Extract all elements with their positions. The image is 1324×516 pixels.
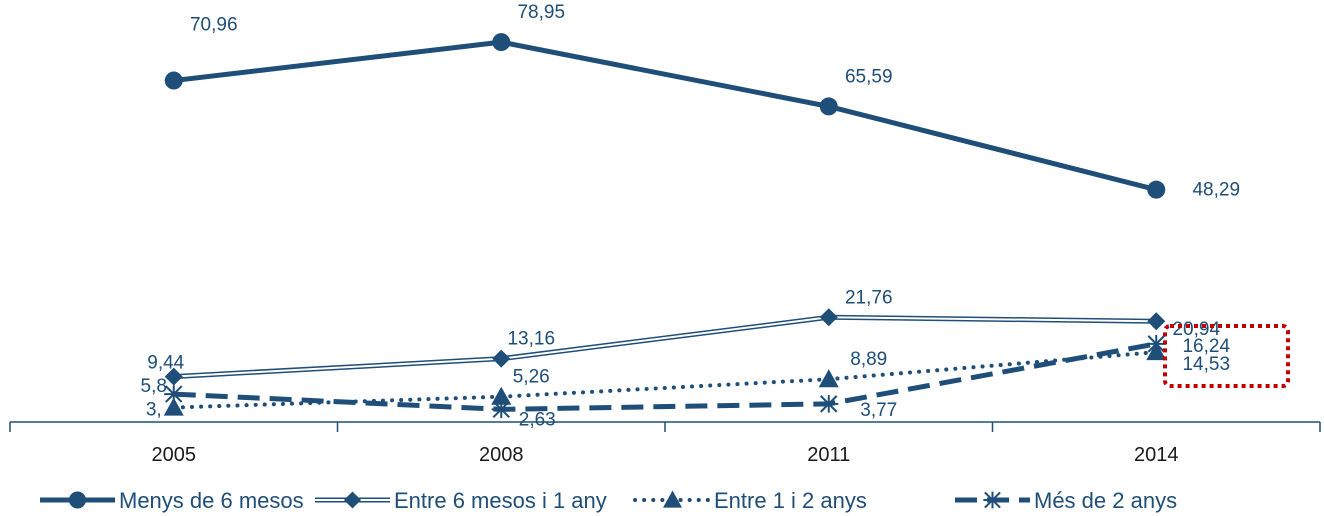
asterisk-marker [164, 385, 184, 403]
data-label: 2,63 [519, 409, 556, 430]
data-label: 13,16 [507, 329, 555, 350]
legend-label: Menys de 6 mesos [119, 488, 304, 513]
asterisk-marker [1146, 335, 1166, 353]
series-diamond [164, 308, 1166, 386]
data-label: 78,95 [517, 2, 565, 23]
legend: Menys de 6 mesos Entre 6 mesos i 1 any Ent… [40, 488, 1177, 513]
x-tick-label: 2011 [807, 444, 850, 466]
x-tick-label: 2005 [152, 444, 197, 466]
data-label: 48,29 [1192, 180, 1240, 201]
data-label: 9,44 [147, 353, 184, 374]
series-lines [163, 33, 1167, 419]
asterisk-marker [983, 491, 1002, 509]
series-line [173, 341, 1157, 412]
diamond-marker [343, 491, 362, 509]
diamond-marker [492, 349, 511, 368]
data-label: 5,8 [141, 376, 167, 397]
series-asterisk [164, 335, 1166, 419]
legend-item: Més de 2 anys [955, 488, 1177, 513]
legend-label: Entre 6 mesos i 1 any [394, 488, 607, 513]
series-line [173, 39, 1157, 193]
data-label: 16,24 [1182, 336, 1230, 357]
legend-label: Més de 2 anys [1034, 488, 1177, 513]
x-tick-label: 2014 [1134, 444, 1179, 466]
data-label: 8,89 [850, 349, 887, 370]
data-label: 21,76 [845, 287, 893, 308]
data-label: 70,96 [190, 15, 238, 36]
diamond-marker [164, 367, 183, 386]
series-circle [164, 33, 1166, 199]
diamond-marker [819, 308, 838, 327]
data-label: 20,94 [1172, 319, 1220, 340]
legend-item: Entre 6 mesos i 1 any [315, 488, 607, 513]
triangle-marker [663, 490, 682, 508]
circle-marker [164, 71, 183, 90]
data-labels: 70,96 78,95 65,59 48,29 9,44 13,16 21,76 20,94 3… [141, 2, 1240, 430]
x-tick-label: 2008 [479, 444, 524, 466]
asterisk-marker [819, 395, 839, 413]
data-label: 3, [146, 400, 162, 421]
data-label: 65,59 [845, 66, 893, 87]
highlight-box [1163, 324, 1290, 388]
circle-marker [1147, 180, 1166, 199]
highlight-rect [1163, 324, 1290, 388]
legend-item: Entre 1 i 2 anys [633, 488, 867, 513]
asterisk-marker [491, 400, 511, 419]
data-label: 14,53 [1182, 354, 1230, 375]
legend-item: Menys de 6 mesos [40, 488, 304, 513]
data-label: 5,26 [513, 367, 550, 388]
circle-marker [819, 97, 838, 116]
triangle-marker [491, 386, 512, 405]
triangle-marker [163, 397, 184, 416]
legend-label: Entre 1 i 2 anys [714, 488, 867, 513]
data-label: 3,77 [860, 400, 897, 421]
circle-marker [68, 491, 87, 509]
triangle-marker [818, 369, 839, 388]
diamond-marker [1147, 312, 1166, 331]
series-line-inner [173, 316, 1157, 378]
circle-marker [492, 33, 511, 52]
x-axis: 2005 2008 2011 2014 [9, 421, 1321, 466]
